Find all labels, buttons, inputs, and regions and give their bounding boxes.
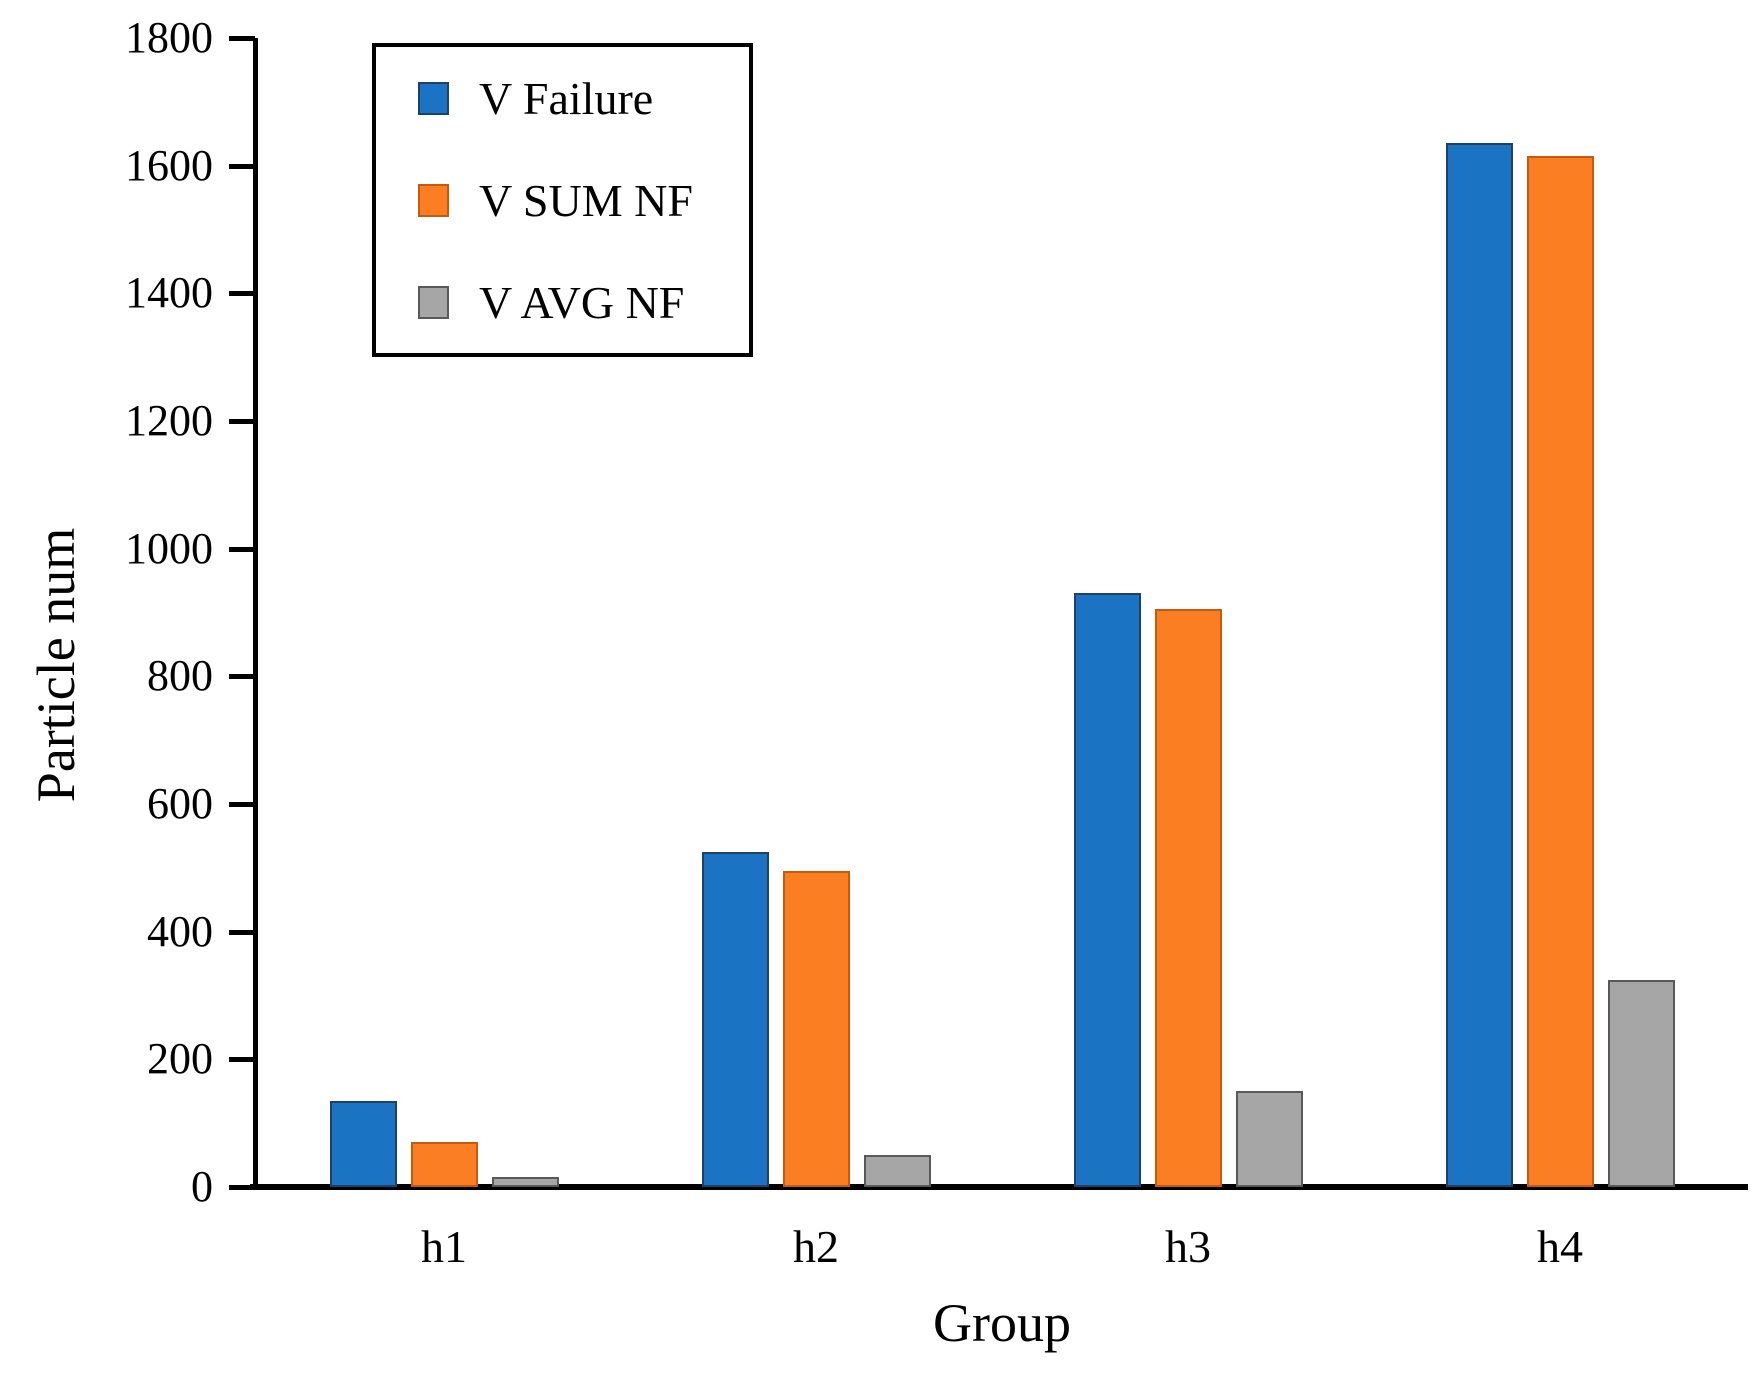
- y-tick-mark: [229, 929, 255, 935]
- legend-item: V SUM NF: [418, 174, 749, 227]
- x-axis-line: [250, 1184, 1748, 1190]
- legend: V Failure V SUM NF V AVG NF: [372, 43, 753, 357]
- y-axis-line: [253, 38, 258, 1190]
- y-tick-label: 600: [147, 779, 213, 828]
- y-tick-mark: [229, 802, 255, 807]
- bar-h4-v-failure: [1445, 143, 1513, 1187]
- bar-h4-v-sum-nf: [1526, 156, 1594, 1187]
- y-tick-mark: [229, 291, 255, 297]
- bar-h2-v-sum-nf: [782, 871, 850, 1187]
- legend-swatch-icon: [418, 183, 449, 217]
- bar-h1-v-avg-nf: [491, 1177, 559, 1187]
- y-tick-label: 200: [147, 1034, 213, 1084]
- legend-swatch-icon: [418, 81, 449, 115]
- x-category-label-h3: h3: [1165, 1221, 1211, 1272]
- y-tick-mark: [229, 674, 255, 680]
- y-tick-mark: [229, 36, 255, 41]
- x-axis-title: Group: [933, 1293, 1071, 1353]
- y-tick-label: 1400: [125, 268, 213, 318]
- legend-item-label: V SUM NF: [479, 174, 693, 226]
- bar-h3-v-failure: [1073, 593, 1141, 1187]
- bar-h3-v-sum-nf: [1154, 609, 1222, 1187]
- y-tick-label: 400: [147, 906, 213, 956]
- y-tick-mark: [229, 163, 255, 169]
- y-tick-label: 1000: [125, 523, 213, 573]
- x-category-label-h4: h4: [1537, 1221, 1583, 1272]
- x-category-label-h1: h1: [421, 1221, 467, 1272]
- y-tick-label: 1600: [125, 140, 213, 190]
- bar-h4-v-avg-nf: [1607, 980, 1675, 1187]
- legend-item-label: V Failure: [479, 72, 654, 124]
- plot-area: 0 200 400 600 800 1000 1200 1400 1600 1800 h1 h2 h3…: [125, 13, 1748, 1272]
- y-tick-label: 1200: [125, 396, 213, 445]
- bar-h2-v-failure: [701, 852, 769, 1187]
- legend-swatch-icon: [418, 285, 449, 319]
- bar-h1-v-failure: [329, 1101, 397, 1187]
- legend-item: V AVG NF: [418, 276, 749, 329]
- legend-item-label: V AVG NF: [479, 276, 685, 328]
- y-tick-label: 0: [191, 1162, 213, 1211]
- bar-h1-v-sum-nf: [410, 1142, 478, 1187]
- y-tick-mark: [229, 546, 255, 552]
- bar-h3-v-avg-nf: [1235, 1091, 1303, 1187]
- legend-item: V Failure: [418, 72, 749, 125]
- y-tick-mark: [229, 1057, 255, 1063]
- y-tick-label: 1800: [125, 13, 213, 62]
- y-tick-label: 800: [147, 651, 213, 701]
- y-tick-mark: [229, 419, 255, 424]
- x-category-label-h2: h2: [793, 1221, 839, 1272]
- y-tick-mark: [229, 1185, 255, 1190]
- bar-h2-v-avg-nf: [863, 1155, 931, 1187]
